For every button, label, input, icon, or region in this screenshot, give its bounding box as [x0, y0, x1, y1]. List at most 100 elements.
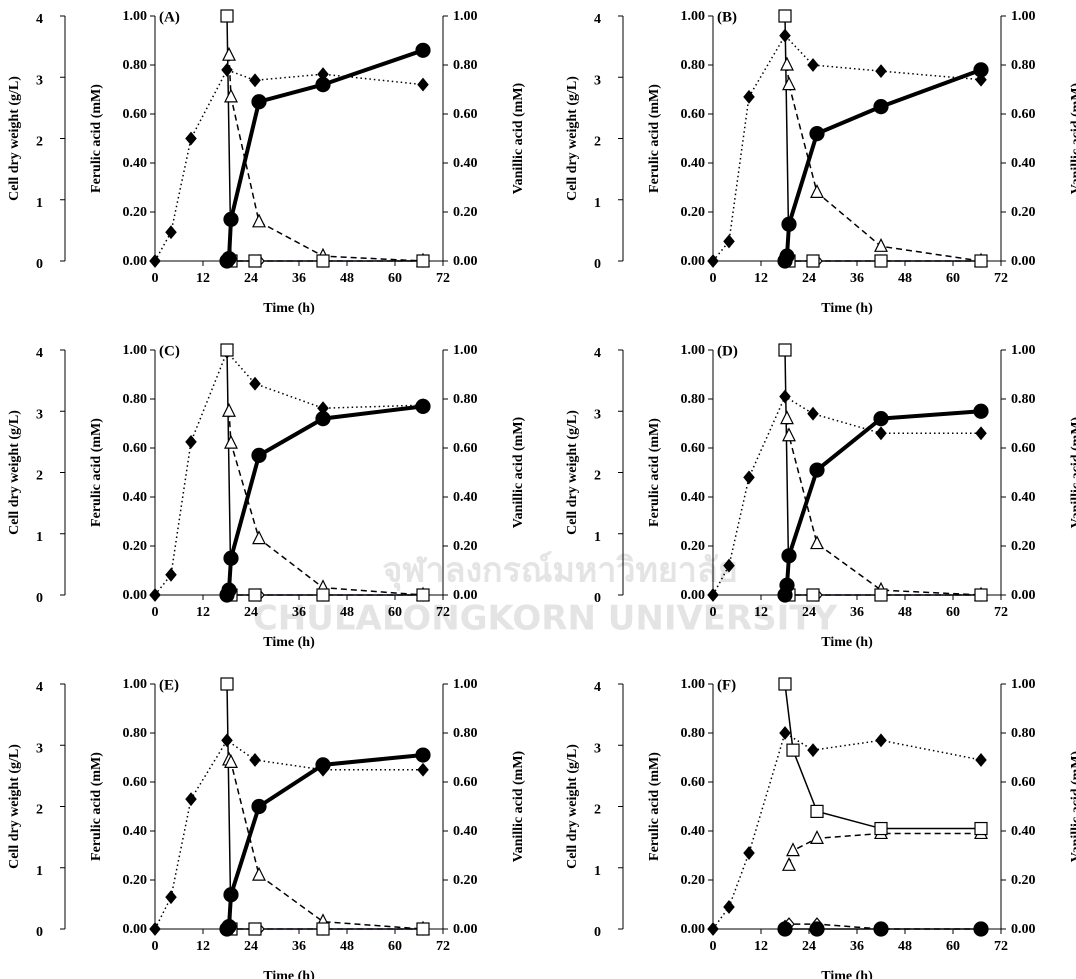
y3-tick-label: 1 — [36, 196, 43, 211]
x-tick-label: 0 — [710, 939, 717, 954]
circle-marker — [781, 548, 797, 564]
y2-tick-label: 0.20 — [453, 539, 478, 554]
y-tick-label: 0.60 — [123, 441, 148, 456]
y2-tick-label: 0.20 — [453, 205, 478, 220]
y2-axis-label: Vanillic acid (mM) — [1069, 416, 1076, 528]
y3-tick-label: 3 — [594, 73, 601, 88]
y2-tick-label: 0.00 — [1011, 254, 1036, 269]
y-tick-label: 0.40 — [123, 490, 148, 505]
x-tick-label: 24 — [244, 271, 258, 286]
square-marker — [874, 254, 888, 268]
y-tick-label: 0.00 — [123, 588, 148, 603]
y2-tick-label: 0.20 — [1011, 873, 1036, 888]
x-tick-label: 48 — [340, 939, 354, 954]
square-marker — [416, 588, 430, 602]
y3-tick-label: 3 — [36, 741, 43, 756]
circle-marker — [415, 398, 431, 414]
x-tick-label: 72 — [994, 939, 1008, 954]
square-marker — [220, 9, 234, 23]
chart-title: (A) — [159, 9, 180, 25]
watermark-english: CHULALONGKORN UNIVERSITY — [253, 599, 838, 639]
y2-axis-label: Vanillic acid (mM) — [1069, 750, 1076, 862]
x-tick-label: 36 — [850, 271, 864, 286]
y-tick-label: 0.20 — [681, 539, 706, 554]
diamond-marker — [249, 753, 261, 767]
series-line — [154, 739, 423, 930]
x-tick-label: 24 — [244, 939, 258, 954]
y2-tick-label: 1.00 — [453, 9, 478, 24]
y2-axis-label: Vanillic acid (mM) — [511, 82, 526, 194]
y2-tick-label: 0.00 — [453, 922, 478, 937]
y-axis-label: Ferulic acid (mM) — [647, 752, 662, 861]
triangle-marker — [810, 535, 824, 550]
x-tick-label: 12 — [754, 271, 768, 286]
x-tick-label: 0 — [152, 271, 159, 286]
x-tick-label: 60 — [388, 605, 402, 620]
y3-axis-label: Cell dry weight (g/L) — [7, 410, 22, 535]
y-tick-label: 1.00 — [681, 9, 706, 24]
y2-tick-label: 0.00 — [453, 588, 478, 603]
y-tick-label: 0.00 — [681, 922, 706, 937]
diamond-marker — [707, 922, 719, 936]
circle-marker — [415, 747, 431, 763]
x-tick-label: 0 — [710, 271, 717, 286]
x-tick-label: 48 — [898, 271, 912, 286]
y2-tick-label: 0.60 — [453, 441, 478, 456]
y-tick-label: 0.00 — [123, 922, 148, 937]
triangle-marker — [810, 184, 824, 198]
x-tick-label: 48 — [898, 605, 912, 620]
x-tick-label: 60 — [946, 605, 960, 620]
circle-marker — [223, 550, 239, 566]
square-marker — [974, 588, 988, 602]
diamond-marker — [975, 753, 987, 767]
circle-marker — [315, 757, 331, 773]
diamond-marker — [875, 733, 887, 748]
y2-tick-label: 0.80 — [453, 392, 478, 407]
y-axis-label: Ferulic acid (mM) — [647, 418, 662, 527]
diamond-marker — [779, 726, 791, 740]
diamond-marker — [149, 922, 161, 936]
x-axis-label: Time (h) — [821, 301, 873, 316]
y3-tick-label: 2 — [36, 803, 43, 818]
y3-tick-label: 4 — [594, 346, 601, 361]
square-marker — [220, 677, 234, 691]
triangle-marker — [252, 866, 266, 881]
square-marker — [316, 254, 330, 268]
series-line — [786, 64, 982, 262]
y-tick-label: 0.60 — [681, 107, 706, 122]
circle-marker — [781, 216, 797, 232]
square-marker — [316, 588, 330, 602]
triangle-marker — [782, 856, 796, 871]
y-tick-label: 1.00 — [123, 343, 148, 358]
diamond-marker — [743, 470, 755, 485]
y-axis-label: Ferulic acid (mM) — [89, 84, 104, 193]
diamond-marker — [875, 64, 887, 79]
triangle-marker — [222, 402, 236, 417]
y3-tick-label: 3 — [36, 407, 43, 422]
y3-axis-label: Cell dry weight (g/L) — [565, 744, 580, 869]
circle-marker — [973, 403, 989, 419]
y-tick-label: 0.80 — [681, 58, 706, 73]
y3-tick-label: 1 — [594, 864, 601, 879]
series-line — [783, 68, 982, 262]
series-line — [712, 731, 982, 930]
y-tick-label: 0.80 — [123, 726, 148, 741]
diamond-marker — [185, 792, 197, 807]
x-tick-label: 24 — [802, 939, 816, 954]
y2-tick-label: 1.00 — [1011, 9, 1036, 24]
y2-tick-label: 0.40 — [1011, 156, 1036, 171]
y2-tick-label: 0.20 — [1011, 205, 1036, 220]
chart-title: (B) — [717, 9, 737, 25]
y-tick-label: 0.80 — [681, 726, 706, 741]
diamond-marker — [807, 58, 819, 72]
y3-tick-label: 0 — [594, 925, 601, 940]
circle-marker — [251, 94, 267, 110]
x-tick-label: 72 — [436, 939, 450, 954]
y-tick-label: 0.20 — [681, 205, 706, 220]
x-axis-label: Time (h) — [821, 635, 873, 650]
triangle-marker — [782, 76, 796, 91]
y-axis-label: Ferulic acid (mM) — [89, 418, 104, 527]
y3-tick-label: 3 — [594, 741, 601, 756]
x-tick-label: 0 — [152, 939, 159, 954]
